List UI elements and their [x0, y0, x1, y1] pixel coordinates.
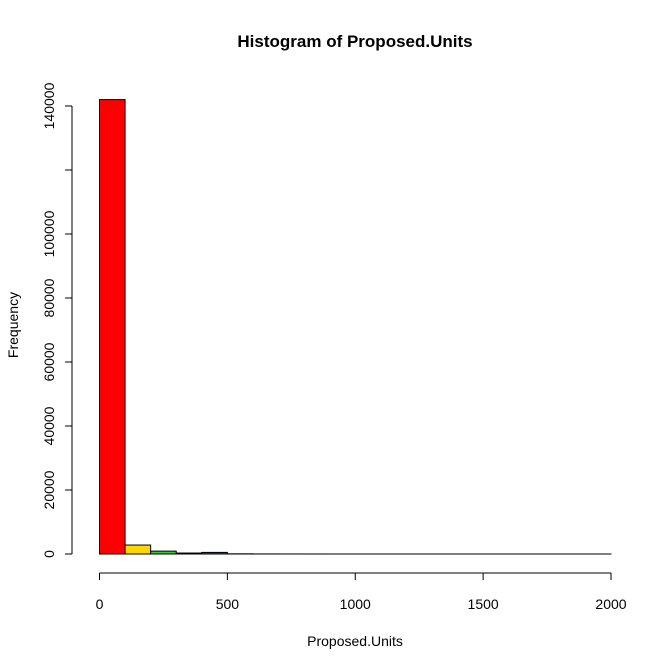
y-tick-label: 40000: [41, 406, 57, 445]
x-axis-label: Proposed.Units: [307, 633, 403, 649]
y-tick-label: 100000: [41, 210, 57, 257]
x-tick-label: 500: [216, 596, 240, 612]
histogram-bar: [150, 550, 177, 555]
histogram-bars: [99, 99, 612, 555]
x-tick-label: 1000: [340, 596, 371, 612]
x-tick-label: 0: [96, 596, 104, 612]
histogram-bar: [201, 551, 228, 555]
y-axis-label: Frequency: [5, 292, 21, 358]
y-tick-label: 20000: [41, 470, 57, 509]
chart-title: Histogram of Proposed.Units: [237, 32, 472, 51]
x-axis: 0 500 1000 1500 2000: [96, 572, 627, 612]
y-tick-label: 140000: [41, 82, 57, 129]
x-tick-label: 1500: [468, 596, 499, 612]
histogram-bar: [99, 99, 126, 555]
y-tick-label: 60000: [41, 342, 57, 381]
histogram-bar: [124, 544, 152, 555]
y-tick-label: 0: [41, 550, 57, 558]
y-axis: 0 20000 40000 60000 80000 100000 140000: [41, 82, 73, 558]
histogram-bar: [175, 552, 203, 555]
x-tick-label: 2000: [595, 596, 626, 612]
y-tick-label: 80000: [41, 278, 57, 317]
